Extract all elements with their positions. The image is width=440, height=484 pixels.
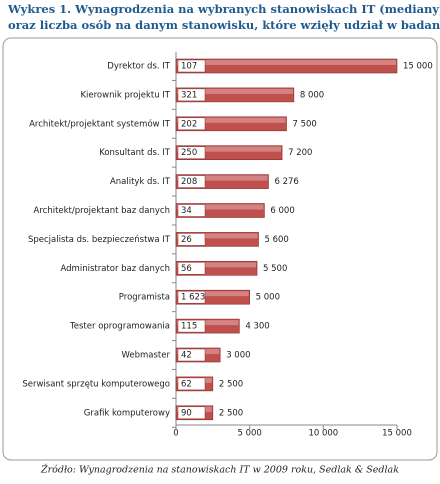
y-tick-label: Webmaster — [121, 351, 170, 361]
value-label: 7 200 — [288, 148, 312, 158]
count-box — [177, 348, 206, 362]
count-label: 115 — [181, 322, 197, 332]
count-label: 321 — [181, 90, 197, 100]
bar-highlight — [177, 320, 239, 326]
count-box — [177, 233, 206, 246]
count-box — [177, 319, 206, 333]
count-label: 250 — [181, 148, 197, 158]
y-tick-label: Tester oprogramowania — [69, 322, 170, 332]
value-label: 6 276 — [274, 177, 298, 187]
count-label: 202 — [181, 119, 197, 129]
count-box — [177, 290, 206, 304]
value-label: 5 600 — [265, 235, 289, 245]
value-label: 15 000 — [403, 62, 433, 72]
value-label: 5 500 — [263, 264, 287, 274]
bar-highlight — [177, 88, 293, 94]
source-note: Źródło: Wynagrodzenia na stanowiskach IT… — [40, 464, 399, 476]
y-tick-label: Architekt/projektant systemów IT — [29, 118, 171, 129]
value-label: 3 000 — [226, 351, 250, 361]
x-tick-label: 0 — [173, 429, 178, 439]
y-tick-label: Dyrektor ds. IT — [107, 62, 170, 72]
y-tick-label: Grafik komputerowy — [84, 408, 170, 418]
value-label: 8 000 — [300, 90, 324, 100]
y-tick-label: Programista — [119, 293, 170, 303]
value-label: 4 300 — [245, 322, 269, 332]
bar-highlight — [177, 60, 396, 65]
count-label: 42 — [181, 351, 192, 361]
count-box — [177, 117, 206, 131]
bar-highlight — [177, 204, 264, 210]
value-label: 2 500 — [219, 379, 243, 389]
count-box — [177, 88, 206, 102]
count-box — [177, 175, 206, 188]
value-label: 2 500 — [219, 408, 243, 418]
count-label: 34 — [181, 206, 192, 216]
bar-highlight — [177, 146, 282, 152]
count-label: 56 — [181, 264, 192, 274]
chart-frame — [2, 37, 438, 461]
x-tick-label: 10 000 — [308, 429, 338, 439]
bar-highlight — [177, 175, 268, 181]
count-box — [177, 377, 206, 391]
y-tick-label: Kierownik projektu IT — [80, 90, 170, 100]
y-tick-label: Serwisant sprzętu komputerowego — [22, 379, 170, 389]
count-box — [177, 204, 206, 217]
chart-title: oraz liczba osób na danym stanowisku, kt… — [8, 18, 440, 32]
value-label: 7 500 — [293, 119, 317, 129]
y-tick-label: Analityk ds. IT — [110, 177, 171, 187]
y-tick-label: Specjalista ds. bezpieczeństwa IT — [28, 235, 171, 245]
count-box — [177, 146, 206, 159]
count-label: 107 — [181, 62, 197, 72]
y-tick-label: Architekt/projektant baz danych — [34, 206, 170, 216]
count-box — [177, 406, 206, 420]
bar-highlight — [177, 117, 286, 123]
bar-highlight — [177, 233, 258, 239]
bar — [175, 87, 295, 103]
count-label: 62 — [181, 379, 192, 389]
count-label: 1 623 — [181, 293, 205, 303]
count-label: 26 — [181, 235, 192, 245]
bar-highlight — [177, 262, 257, 268]
x-tick-label: 5 000 — [237, 429, 261, 439]
chart-title: Wykres 1. Wynagrodzenia na wybranych sta… — [7, 2, 440, 16]
value-label: 5 000 — [256, 293, 280, 303]
bar-highlight — [177, 291, 249, 297]
x-tick-label: 15 000 — [382, 429, 412, 439]
count-label: 90 — [181, 408, 192, 418]
value-label: 6 000 — [270, 206, 294, 216]
count-label: 208 — [181, 177, 197, 187]
y-tick-label: Konsultant ds. IT — [99, 148, 171, 158]
y-tick-label: Administrator baz danych — [61, 264, 171, 274]
count-box — [177, 262, 206, 275]
count-box — [177, 59, 206, 73]
bar — [175, 58, 398, 74]
